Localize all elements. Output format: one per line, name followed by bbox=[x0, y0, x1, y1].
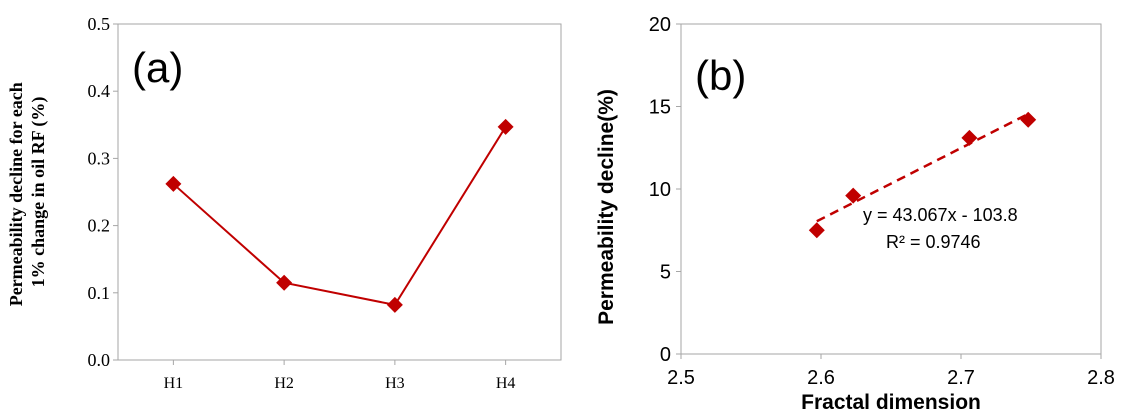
panel-a-data-point bbox=[165, 175, 182, 192]
panel-a-y-tick-label: 0.2 bbox=[88, 216, 111, 236]
panel-a-y-tick-label: 0.4 bbox=[88, 81, 111, 101]
panel-b-ylabel: Permeability decline(%) bbox=[595, 89, 618, 325]
panel-a-label: (a) bbox=[132, 44, 183, 91]
panel-b-y-tick-label: 10 bbox=[649, 179, 671, 201]
panel-b-y-tick-label: 15 bbox=[649, 97, 671, 119]
panel-a-y-tick-label: 0.1 bbox=[88, 283, 111, 303]
panel-a-data-point bbox=[386, 296, 403, 313]
panel-b-xlabel: Fractal dimension bbox=[801, 391, 981, 414]
panel-a-y-tick-label: 0.5 bbox=[88, 14, 111, 34]
panel-a-ylabel-line1: Permeability decline for each bbox=[6, 82, 26, 306]
panel-a: (a) Permeability decline for each 1% cha… bbox=[6, 14, 562, 392]
panel-a-y-tick-label: 0.0 bbox=[88, 350, 111, 370]
panel-a-x-tick-label: H1 bbox=[164, 375, 184, 392]
panel-b-y-tick-label: 20 bbox=[649, 14, 671, 36]
panel-b-x-tick-label: 2.8 bbox=[1087, 367, 1115, 389]
panel-a-ylabel-line2: 1% change in oil RF (%) bbox=[28, 97, 49, 288]
panel-b-r-squared: R² = 0.9746 bbox=[886, 232, 981, 252]
panel-b-data-point bbox=[808, 222, 825, 239]
panel-b-y-tick-label: 5 bbox=[660, 262, 671, 284]
panel-b-x-tick-label: 2.5 bbox=[667, 367, 695, 389]
panel-a-x-tick-label: H4 bbox=[496, 375, 516, 392]
panel-b: (b) Permeability decline(%) Fractal dime… bbox=[595, 14, 1115, 414]
panel-b-label: (b) bbox=[695, 52, 746, 99]
panel-a-plot-area bbox=[117, 23, 562, 361]
panel-b-equation: y = 43.067x - 103.8 bbox=[863, 205, 1018, 225]
panel-a-y-tick-label: 0.3 bbox=[88, 148, 111, 168]
panel-b-x-tick-labels: 2.5 2.6 2.7 2.8 bbox=[667, 367, 1115, 389]
panel-a-y-tick-labels: 0.0 0.1 0.2 0.3 0.4 0.5 bbox=[88, 14, 111, 370]
panel-a-ylabel: Permeability decline for each 1% change … bbox=[6, 78, 49, 307]
panel-a-series-line bbox=[172, 126, 507, 307]
panel-a-points bbox=[165, 118, 514, 313]
panel-a-data-point bbox=[497, 118, 514, 135]
panel-b-data-point bbox=[1020, 111, 1037, 128]
panel-b-trendline bbox=[816, 112, 1029, 223]
panel-a-x-tick-label: H2 bbox=[274, 375, 294, 392]
panel-a-data-point bbox=[276, 274, 293, 291]
panel-b-x-tick-label: 2.6 bbox=[807, 367, 835, 389]
panel-b-x-tick-label: 2.7 bbox=[947, 367, 975, 389]
panel-b-data-point bbox=[961, 129, 978, 146]
panel-a-tick-marks bbox=[113, 23, 507, 365]
panel-b-data-point bbox=[845, 187, 862, 204]
panel-a-x-tick-label: H3 bbox=[385, 375, 405, 392]
panel-b-y-tick-labels: 0 5 10 15 20 bbox=[649, 14, 671, 366]
panel-a-x-tick-labels: H1 H2 H3 H4 bbox=[164, 375, 516, 392]
panel-b-y-tick-label: 0 bbox=[660, 344, 671, 366]
panel-b-points bbox=[808, 111, 1037, 239]
panel-b-tick-marks bbox=[676, 23, 1102, 359]
